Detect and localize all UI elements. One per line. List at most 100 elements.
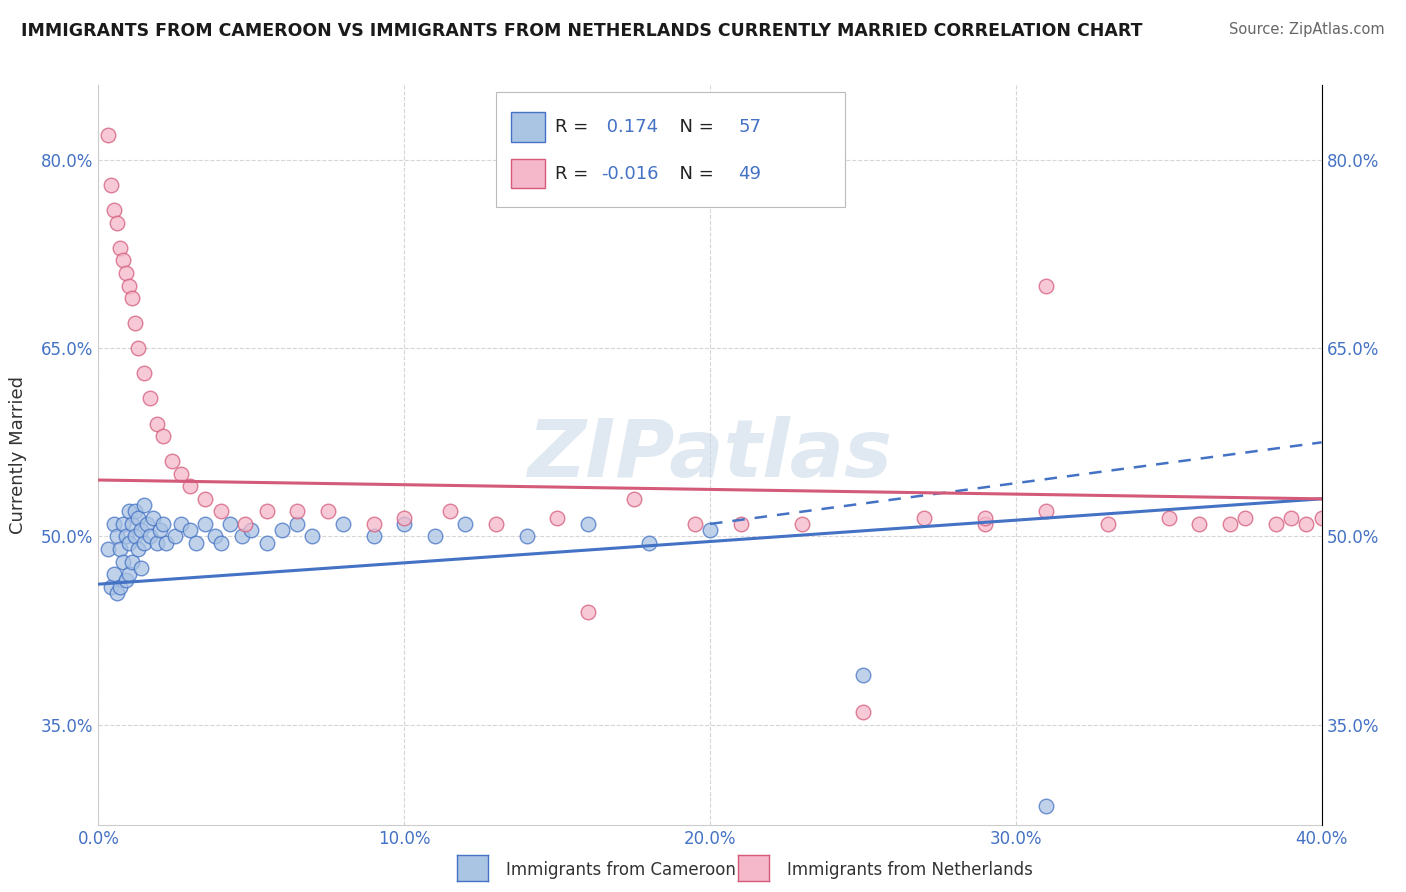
Point	[576, 516, 599, 531]
Point	[155, 535, 177, 549]
Text: R =: R =	[555, 165, 593, 183]
Point	[285, 516, 308, 531]
Point	[111, 253, 134, 268]
Point	[134, 498, 156, 512]
Point	[233, 516, 256, 531]
Text: Source: ZipAtlas.com: Source: ZipAtlas.com	[1229, 22, 1385, 37]
Point	[108, 542, 131, 557]
Point	[637, 535, 661, 549]
Point	[1157, 510, 1180, 524]
Point	[516, 529, 538, 543]
FancyBboxPatch shape	[510, 159, 546, 188]
Point	[105, 529, 128, 543]
Point	[115, 529, 138, 543]
Text: -0.016: -0.016	[602, 165, 658, 183]
Point	[152, 429, 174, 443]
Point	[1310, 510, 1333, 524]
Point	[392, 516, 416, 531]
Point	[209, 504, 232, 518]
Point	[179, 479, 201, 493]
Point	[219, 516, 242, 531]
Point	[103, 203, 125, 218]
Point	[108, 241, 131, 255]
Point	[118, 504, 141, 518]
Point	[730, 516, 752, 531]
Point	[97, 542, 120, 557]
Text: 57: 57	[738, 118, 761, 136]
Point	[974, 516, 997, 531]
FancyBboxPatch shape	[496, 92, 845, 207]
Point	[129, 523, 152, 537]
Point	[179, 523, 201, 537]
Point	[145, 417, 167, 431]
Point	[134, 535, 156, 549]
Point	[1234, 510, 1257, 524]
Point	[111, 555, 134, 569]
Point	[103, 516, 125, 531]
Point	[134, 367, 156, 381]
Point	[139, 529, 162, 543]
Point	[423, 529, 446, 543]
Text: N =: N =	[668, 165, 720, 183]
Point	[576, 605, 599, 619]
Point	[108, 580, 131, 594]
Point	[136, 516, 159, 531]
Point	[439, 504, 461, 518]
Point	[683, 516, 706, 531]
Point	[124, 529, 146, 543]
Y-axis label: Currently Married: Currently Married	[10, 376, 27, 534]
Point	[699, 523, 721, 537]
Point	[194, 516, 217, 531]
Text: ZIPatlas: ZIPatlas	[527, 416, 893, 494]
Point	[546, 510, 568, 524]
Point	[363, 516, 385, 531]
Point	[121, 555, 143, 569]
Point	[145, 535, 167, 549]
Point	[97, 128, 120, 142]
Point	[454, 516, 477, 531]
Point	[363, 529, 385, 543]
Point	[270, 523, 292, 537]
Point	[115, 266, 138, 280]
Point	[105, 216, 128, 230]
Text: Immigrants from Cameroon: Immigrants from Cameroon	[506, 861, 735, 879]
Point	[103, 567, 125, 582]
Point	[111, 516, 134, 531]
Point	[316, 504, 339, 518]
Point	[852, 705, 875, 719]
Point	[1279, 510, 1302, 524]
Point	[240, 523, 263, 537]
Text: IMMIGRANTS FROM CAMEROON VS IMMIGRANTS FROM NETHERLANDS CURRENTLY MARRIED CORREL: IMMIGRANTS FROM CAMEROON VS IMMIGRANTS F…	[21, 22, 1143, 40]
Point	[332, 516, 354, 531]
Point	[1097, 516, 1119, 531]
Point	[127, 542, 149, 557]
Point	[974, 510, 997, 524]
Point	[209, 535, 232, 549]
Point	[121, 291, 143, 305]
Text: Immigrants from Netherlands: Immigrants from Netherlands	[787, 861, 1033, 879]
Point	[129, 561, 152, 575]
Point	[121, 516, 143, 531]
Point	[204, 529, 226, 543]
Point	[160, 454, 183, 468]
Point	[149, 523, 172, 537]
Point	[139, 392, 162, 406]
Point	[1035, 799, 1057, 814]
Point	[231, 529, 253, 543]
Point	[142, 510, 165, 524]
Point	[256, 535, 278, 549]
Point	[301, 529, 323, 543]
Text: N =: N =	[668, 118, 720, 136]
Point	[118, 278, 141, 293]
Point	[1219, 516, 1241, 531]
Point	[127, 510, 149, 524]
FancyBboxPatch shape	[510, 112, 546, 142]
Point	[152, 516, 174, 531]
Point	[790, 516, 813, 531]
Point	[285, 504, 308, 518]
Point	[912, 510, 935, 524]
Point	[256, 504, 278, 518]
Point	[100, 178, 122, 193]
Point	[392, 510, 416, 524]
Point	[623, 491, 645, 506]
